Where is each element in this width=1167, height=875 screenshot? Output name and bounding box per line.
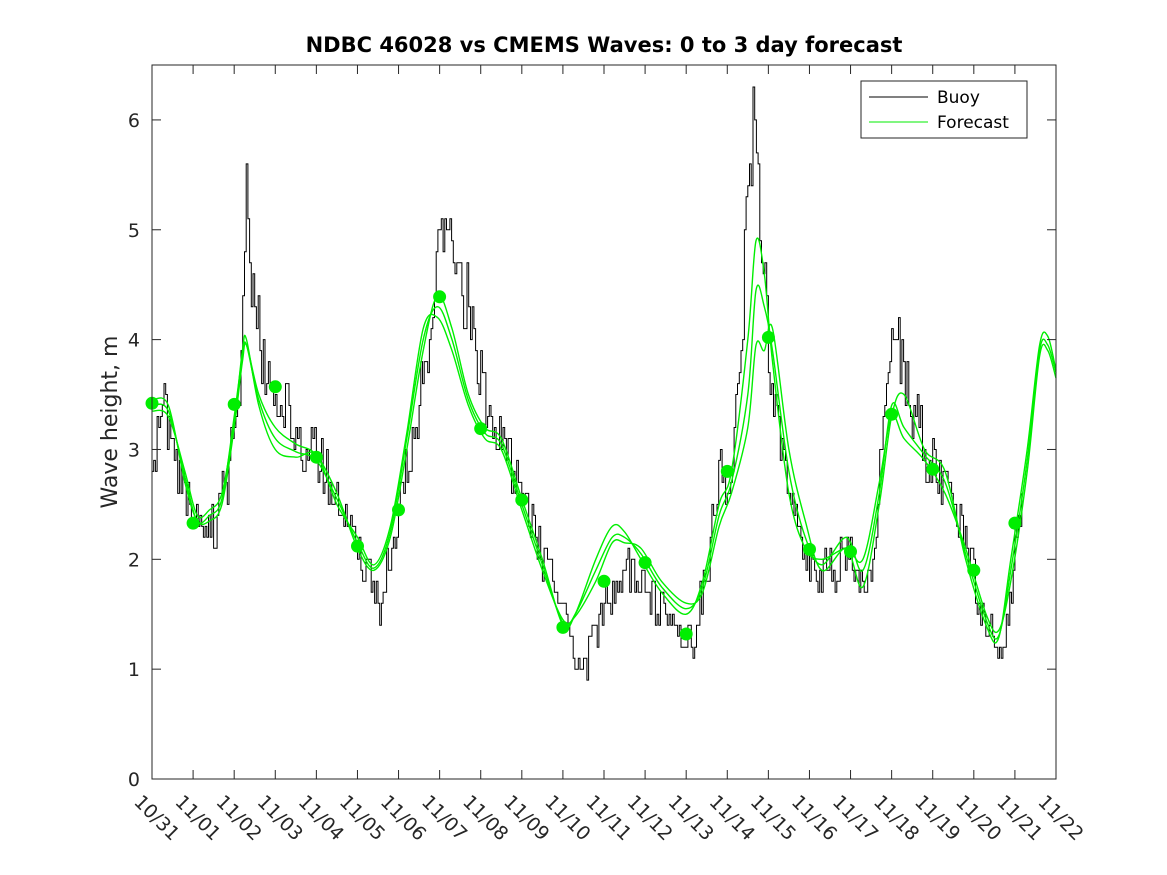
legend-label-buoy: Buoy <box>937 88 980 108</box>
forecast-marker-18 <box>885 407 899 421</box>
y-tick-label-5: 5 <box>128 220 140 242</box>
series-forecast-1 <box>151 237 1057 634</box>
y-tick-label-4: 4 <box>128 330 140 352</box>
series-forecast-3 <box>151 313 1057 644</box>
y-tick-label-3: 3 <box>128 439 140 461</box>
legend-label-forecast: Forecast <box>937 113 1009 133</box>
y-tick-label-0: 0 <box>128 769 140 791</box>
forecast-marker-4 <box>309 450 323 464</box>
forecast-marker-11 <box>597 574 611 588</box>
y-tick-label-1: 1 <box>128 659 140 681</box>
forecast-marker-17 <box>844 545 857 559</box>
plot-area <box>152 65 1056 779</box>
chart-title: NDBC 46028 vs CMEMS Waves: 0 to 3 day fo… <box>306 33 903 57</box>
forecast-marker-6 <box>392 503 405 517</box>
series-buoy <box>151 86 1023 681</box>
forecast-marker-15 <box>761 330 775 344</box>
series-forecast-2 <box>151 284 1057 640</box>
forecast-marker-14 <box>720 464 734 478</box>
forecast-marker-8 <box>474 422 488 436</box>
forecast-marker-2 <box>227 397 241 411</box>
forecast-marker-12 <box>638 556 652 570</box>
forecast-marker-20 <box>967 563 981 577</box>
forecast-marker-5 <box>351 539 364 553</box>
forecast-marker-7 <box>433 290 447 304</box>
data-layer <box>145 86 1057 681</box>
y-tick-label-2: 2 <box>128 549 140 571</box>
forecast-marker-21 <box>1008 516 1022 530</box>
legend: Buoy Forecast <box>860 80 1028 139</box>
forecast-marker-1 <box>186 516 200 530</box>
forecast-marker-13 <box>679 627 693 641</box>
forecast-marker-19 <box>926 462 940 476</box>
y-axis-label: Wave height, m <box>98 336 123 509</box>
forecast-marker-16 <box>803 542 816 556</box>
y-tick-label-6: 6 <box>128 110 140 132</box>
forecast-marker-9 <box>515 493 529 507</box>
forecast-marker-10 <box>556 620 570 634</box>
forecast-marker-3 <box>268 380 282 394</box>
legend-box <box>860 80 1028 139</box>
